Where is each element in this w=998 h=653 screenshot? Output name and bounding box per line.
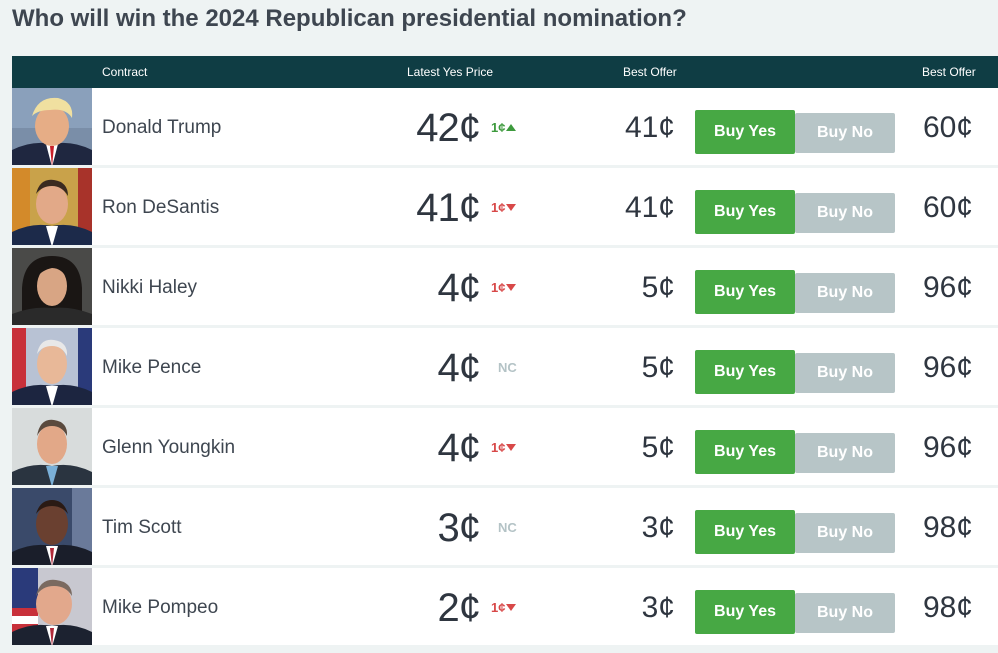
contract-name[interactable]: Mike Pence bbox=[102, 357, 202, 378]
latest-yes-price: 4¢ bbox=[437, 346, 481, 390]
avatar bbox=[12, 88, 92, 167]
price-change: 1¢ bbox=[491, 408, 517, 488]
buy-yes-button[interactable]: Buy Yes bbox=[695, 270, 795, 314]
table-row: Donald Trump 42¢ 1¢ 41¢ Buy Yes Buy No 6… bbox=[12, 88, 998, 168]
avatar bbox=[12, 408, 92, 487]
contract-name[interactable]: Ron DeSantis bbox=[102, 197, 220, 218]
price-change-value: 1¢ bbox=[491, 440, 506, 455]
buy-yes-button[interactable]: Buy Yes bbox=[695, 590, 795, 634]
best-offer-yes: 3¢ bbox=[641, 591, 675, 624]
price-change-value: 1¢ bbox=[491, 280, 506, 295]
price-change: 1¢ bbox=[491, 88, 517, 168]
table-row: Mike Pompeo 2¢ 1¢ 3¢ Buy Yes Buy No 98¢ bbox=[12, 568, 998, 648]
avatar bbox=[12, 248, 92, 327]
table-header: Contract Latest Yes Price Best Offer Bes… bbox=[12, 56, 998, 88]
buy-yes-button[interactable]: Buy Yes bbox=[695, 350, 795, 394]
latest-yes-price: 4¢ bbox=[437, 266, 481, 310]
table-row: Glenn Youngkin 4¢ 1¢ 5¢ Buy Yes Buy No 9… bbox=[12, 408, 998, 488]
header-latest-yes-price: Latest Yes Price bbox=[407, 65, 494, 79]
header-best-offer-no: Best Offer bbox=[922, 65, 976, 79]
table-row: Mike Pence 4¢ NC 5¢ Buy Yes Buy No 96¢ bbox=[12, 328, 998, 408]
latest-yes-price: 41¢ bbox=[416, 186, 481, 230]
price-change-value: 1¢ bbox=[491, 600, 506, 615]
arrow-down-icon bbox=[506, 444, 517, 452]
header-contract: Contract bbox=[102, 65, 148, 79]
best-offer-yes: 5¢ bbox=[641, 271, 675, 304]
contracts-table: Contract Latest Yes Price Best Offer Bes… bbox=[12, 56, 998, 653]
arrow-down-icon bbox=[506, 604, 517, 612]
best-offer-yes: 3¢ bbox=[641, 511, 675, 544]
best-offer-yes: 41¢ bbox=[624, 191, 675, 224]
latest-yes-price: 4¢ bbox=[437, 426, 481, 470]
header-best-offer-yes: Best Offer bbox=[623, 65, 677, 79]
price-change: NC bbox=[498, 520, 517, 535]
best-offer-no: 96¢ bbox=[922, 431, 973, 464]
price-change-value: 1¢ bbox=[491, 120, 506, 135]
price-change: 1¢ bbox=[491, 168, 517, 248]
page-title: Who will win the 2024 Republican preside… bbox=[12, 5, 687, 32]
price-change-value: 1¢ bbox=[491, 200, 506, 215]
table-row: Tim Scott 3¢ NC 3¢ Buy Yes Buy No 98¢ bbox=[12, 488, 998, 568]
best-offer-no: 96¢ bbox=[922, 351, 973, 384]
arrow-up-icon bbox=[506, 124, 517, 132]
best-offer-no: 60¢ bbox=[922, 191, 973, 224]
arrow-down-icon bbox=[506, 204, 517, 212]
latest-yes-price: 42¢ bbox=[416, 106, 481, 150]
buy-no-button[interactable]: Buy No bbox=[795, 593, 895, 633]
avatar bbox=[12, 568, 92, 647]
contract-name[interactable]: Donald Trump bbox=[102, 117, 222, 138]
contract-name[interactable]: Mike Pompeo bbox=[102, 597, 219, 618]
table-row: Nikki Haley 4¢ 1¢ 5¢ Buy Yes Buy No 96¢ bbox=[12, 248, 998, 328]
table-row: Ron DeSantis 41¢ 1¢ 41¢ Buy Yes Buy No 6… bbox=[12, 168, 998, 248]
arrow-down-icon bbox=[506, 284, 517, 292]
buy-yes-button[interactable]: Buy Yes bbox=[695, 110, 795, 154]
buy-no-button[interactable]: Buy No bbox=[795, 273, 895, 313]
contract-name[interactable]: Nikki Haley bbox=[102, 277, 198, 298]
best-offer-no: 96¢ bbox=[922, 271, 973, 304]
best-offer-yes: 5¢ bbox=[641, 351, 675, 384]
buy-no-button[interactable]: Buy No bbox=[795, 353, 895, 393]
buy-yes-button[interactable]: Buy Yes bbox=[695, 190, 795, 234]
buy-yes-button[interactable]: Buy Yes bbox=[695, 510, 795, 554]
price-change: NC bbox=[498, 360, 517, 375]
price-change: 1¢ bbox=[491, 568, 517, 648]
best-offer-yes: 5¢ bbox=[641, 431, 675, 464]
price-change: 1¢ bbox=[491, 248, 517, 328]
avatar bbox=[12, 168, 92, 247]
avatar bbox=[12, 488, 92, 567]
buy-no-button[interactable]: Buy No bbox=[795, 433, 895, 473]
best-offer-no: 60¢ bbox=[922, 111, 973, 144]
buy-yes-button[interactable]: Buy Yes bbox=[695, 430, 795, 474]
best-offer-no: 98¢ bbox=[922, 511, 973, 544]
best-offer-yes: 41¢ bbox=[624, 111, 675, 144]
buy-no-button[interactable]: Buy No bbox=[795, 513, 895, 553]
contract-name[interactable]: Glenn Youngkin bbox=[102, 437, 236, 458]
buy-no-button[interactable]: Buy No bbox=[795, 193, 895, 233]
avatar bbox=[12, 328, 92, 407]
latest-yes-price: 3¢ bbox=[437, 506, 481, 550]
best-offer-no: 98¢ bbox=[922, 591, 973, 624]
latest-yes-price: 2¢ bbox=[437, 586, 481, 630]
buy-no-button[interactable]: Buy No bbox=[795, 113, 895, 153]
contract-name[interactable]: Tim Scott bbox=[102, 517, 182, 538]
